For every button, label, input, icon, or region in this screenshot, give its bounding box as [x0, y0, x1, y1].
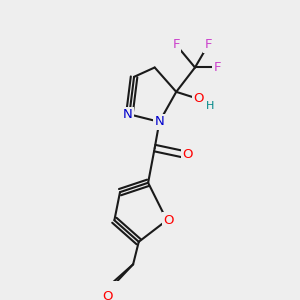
Text: F: F [172, 38, 180, 52]
Text: N: N [123, 108, 132, 121]
Text: O: O [103, 290, 113, 300]
Text: O: O [182, 148, 193, 161]
Text: F: F [214, 61, 221, 74]
Text: H: H [206, 101, 214, 111]
Text: F: F [204, 38, 212, 52]
Text: N: N [154, 115, 164, 128]
Text: O: O [194, 92, 204, 105]
Text: O: O [164, 214, 174, 227]
